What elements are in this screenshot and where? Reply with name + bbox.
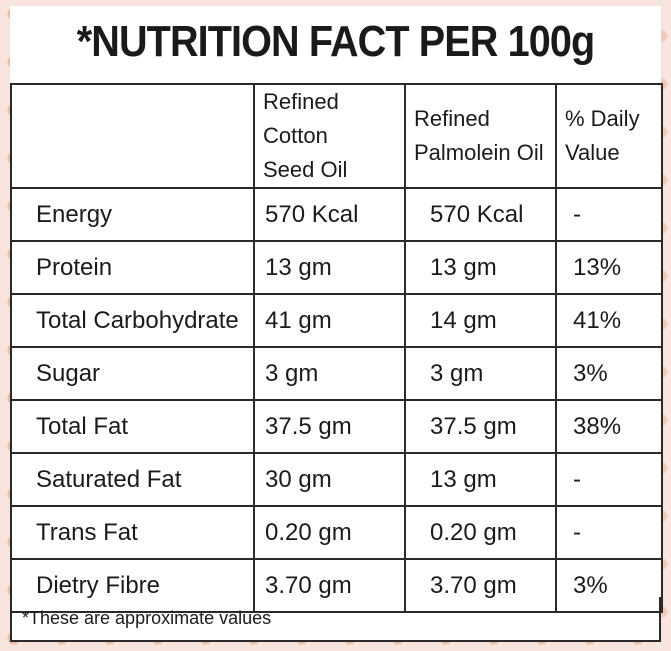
- table-row: Protein 13 gm 13 gm 13%: [10, 240, 663, 295]
- nutrition-panel: *NUTRITION FACT PER 100g Refined Cotton …: [10, 6, 663, 642]
- palmolein-value: 570 Kcal: [404, 187, 557, 242]
- cotton-value: 3.70 gm: [253, 558, 406, 613]
- header-cell-daily-value: % Daily Value: [555, 83, 663, 189]
- cotton-value: 13 gm: [253, 240, 406, 295]
- cotton-value: 30 gm: [253, 452, 406, 507]
- nutrient-name: Energy: [10, 187, 255, 242]
- palmolein-value: 13 gm: [404, 240, 557, 295]
- header-cell-palmolein: Refined Palmolein Oil: [404, 83, 557, 189]
- daily-value: -: [555, 505, 663, 560]
- page-title: *NUTRITION FACT PER 100g: [76, 17, 595, 66]
- table-header-row: Refined Cotton Seed Oil Refined Palmolei…: [10, 83, 663, 189]
- footnote: *These are approximate values: [10, 597, 661, 642]
- nutrition-table: Refined Cotton Seed Oil Refined Palmolei…: [10, 83, 663, 613]
- palmolein-value: 0.20 gm: [404, 505, 557, 560]
- cotton-value: 0.20 gm: [253, 505, 406, 560]
- table-row: Total Carbohydrate 41 gm 14 gm 41%: [10, 293, 663, 348]
- palmolein-value: 13 gm: [404, 452, 557, 507]
- nutrient-name: Dietry Fibre: [10, 558, 255, 613]
- table-row: Total Fat 37.5 gm 37.5 gm 38%: [10, 399, 663, 454]
- header-text: Seed Oil: [263, 157, 348, 182]
- header-text: Refined Cotton: [263, 89, 339, 148]
- table-row: Trans Fat 0.20 gm 0.20 gm -: [10, 505, 663, 560]
- palmolein-value: 3 gm: [404, 346, 557, 401]
- daily-value: 13%: [555, 240, 663, 295]
- daily-value: -: [555, 452, 663, 507]
- nutrient-name: Sugar: [10, 346, 255, 401]
- nutrient-name: Total Fat: [10, 399, 255, 454]
- nutrient-name: Saturated Fat: [10, 452, 255, 507]
- header-text: % Daily: [565, 106, 640, 131]
- table-row: Sugar 3 gm 3 gm 3%: [10, 346, 663, 401]
- table-row: Dietry Fibre 3.70 gm 3.70 gm 3%: [10, 558, 663, 613]
- palmolein-value: 14 gm: [404, 293, 557, 348]
- cotton-value: 41 gm: [253, 293, 406, 348]
- header-text: Value: [565, 140, 620, 165]
- daily-value: 38%: [555, 399, 663, 454]
- palmolein-value: 3.70 gm: [404, 558, 557, 613]
- daily-value: 3%: [555, 346, 663, 401]
- cotton-value: 3 gm: [253, 346, 406, 401]
- table-row: Energy 570 Kcal 570 Kcal -: [10, 187, 663, 242]
- nutrient-name: Total Carbohydrate: [10, 293, 255, 348]
- header-cell-blank: [10, 83, 255, 189]
- header-cell-cotton: Refined Cotton Seed Oil: [253, 83, 406, 189]
- nutrient-name: Protein: [10, 240, 255, 295]
- cotton-value: 37.5 gm: [253, 399, 406, 454]
- table-row: Saturated Fat 30 gm 13 gm -: [10, 452, 663, 507]
- cotton-value: 570 Kcal: [253, 187, 406, 242]
- header-text: Palmolein Oil: [414, 140, 544, 165]
- daily-value: -: [555, 187, 663, 242]
- palmolein-value: 37.5 gm: [404, 399, 557, 454]
- nutrient-name: Trans Fat: [10, 505, 255, 560]
- daily-value: 3%: [555, 558, 663, 613]
- daily-value: 41%: [555, 293, 663, 348]
- header-text: Refined: [414, 106, 490, 131]
